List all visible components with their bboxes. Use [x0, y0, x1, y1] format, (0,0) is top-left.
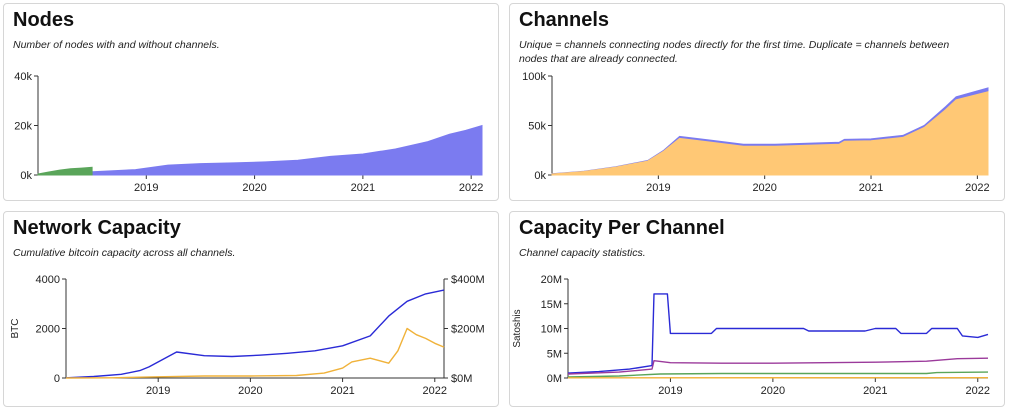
- x-tick-label: 2020: [752, 182, 776, 194]
- per-channel-chart: 0M 5M 10M 15M 20M 2019 2020 2021 2022 Satoshis: [512, 274, 990, 397]
- nodes-panel: 0k 20k 40k 2019 2020 2021 2022 Nodes Number of…: [3, 3, 499, 201]
- y-tick-label: 0: [54, 373, 60, 385]
- x-tick-label: 2021: [330, 385, 354, 397]
- y-tick-label: 0k: [534, 170, 546, 182]
- y2-tick-label: $200M: [451, 324, 485, 336]
- line-series-orange_line: [65, 327, 445, 379]
- per-channel-panel: 0M 5M 10M 15M 20M 2019 2020 2021 2022 Satoshis Ca…: [509, 211, 1005, 407]
- y-tick-label: 50k: [528, 121, 546, 133]
- y-tick-label: 5M: [547, 348, 562, 360]
- capacity-subtitle: Cumulative bitcoin capacity across all c…: [13, 247, 236, 259]
- x-tick-label: 2021: [351, 182, 375, 194]
- y-tick-label: 20M: [541, 274, 562, 286]
- nodes-chart: 0k 20k 40k 2019 2020 2021 2022: [14, 71, 483, 194]
- x-tick-label: 2019: [134, 182, 158, 194]
- capacity-title: Network Capacity: [13, 217, 181, 239]
- y-tick-label: 20k: [14, 121, 32, 133]
- x-tick-label: 2020: [238, 385, 262, 397]
- capacity-panel: 0 2000 4000 $0M $200M $400M 2019 2020 2021 2022 BT…: [3, 211, 499, 407]
- capacity-chart: 0 2000 4000 $0M $200M $400M 2019 2020 2021 2022 BT…: [10, 274, 485, 397]
- channels-panel: 0k 50k 100k 2019 2020 2021 2022 Channels Uniqu…: [509, 3, 1005, 201]
- y-tick-label: 2000: [36, 324, 60, 336]
- y-tick-label: 100k: [522, 71, 546, 83]
- line-series-purple: [567, 357, 989, 375]
- y2-tick-label: $400M: [451, 274, 485, 286]
- channels-subtitle-line2: nodes that are already connected.: [519, 53, 678, 65]
- area-series-green: [37, 166, 93, 176]
- x-tick-label: 2019: [658, 385, 682, 397]
- y-tick-label: 10M: [541, 324, 562, 336]
- y-tick-label: 4000: [36, 274, 60, 286]
- x-tick-label: 2019: [646, 182, 670, 194]
- x-tick-label: 2022: [965, 182, 989, 194]
- y-tick-label: 15M: [541, 299, 562, 311]
- channels-subtitle: Unique = channels connecting nodes direc…: [519, 38, 949, 66]
- channels-title: Channels: [519, 9, 610, 31]
- area-series-orange: [551, 91, 989, 176]
- y-axis-title: BTC: [10, 319, 21, 339]
- channels-chart: 0k 50k 100k 2019 2020 2021 2022: [522, 71, 989, 194]
- per-channel-subtitle: Channel capacity statistics.: [519, 247, 646, 259]
- line-series-blue_line: [567, 293, 989, 374]
- area-series-blue: [37, 124, 483, 176]
- x-tick-label: 2020: [242, 182, 266, 194]
- line-series-blue_line: [65, 289, 445, 379]
- x-tick-label: 2019: [146, 385, 170, 397]
- x-tick-label: 2021: [863, 385, 887, 397]
- y-tick-label: 0M: [547, 373, 562, 385]
- line-series-green: [567, 371, 989, 378]
- nodes-subtitle: Number of nodes with and without channel…: [13, 39, 220, 51]
- y-tick-label: 40k: [14, 71, 32, 83]
- per-channel-title: Capacity Per Channel: [519, 217, 725, 239]
- x-tick-label: 2020: [761, 385, 785, 397]
- channels-subtitle-line1: Unique = channels connecting nodes direc…: [519, 39, 950, 51]
- x-tick-label: 2022: [459, 182, 483, 194]
- y-tick-label: 0k: [20, 170, 32, 182]
- nodes-title: Nodes: [13, 9, 75, 31]
- x-tick-label: 2022: [423, 385, 447, 397]
- x-tick-label: 2021: [859, 182, 883, 194]
- y2-tick-label: $0M: [451, 373, 472, 385]
- y-axis-title: Satoshis: [512, 309, 523, 347]
- x-tick-label: 2022: [966, 385, 990, 397]
